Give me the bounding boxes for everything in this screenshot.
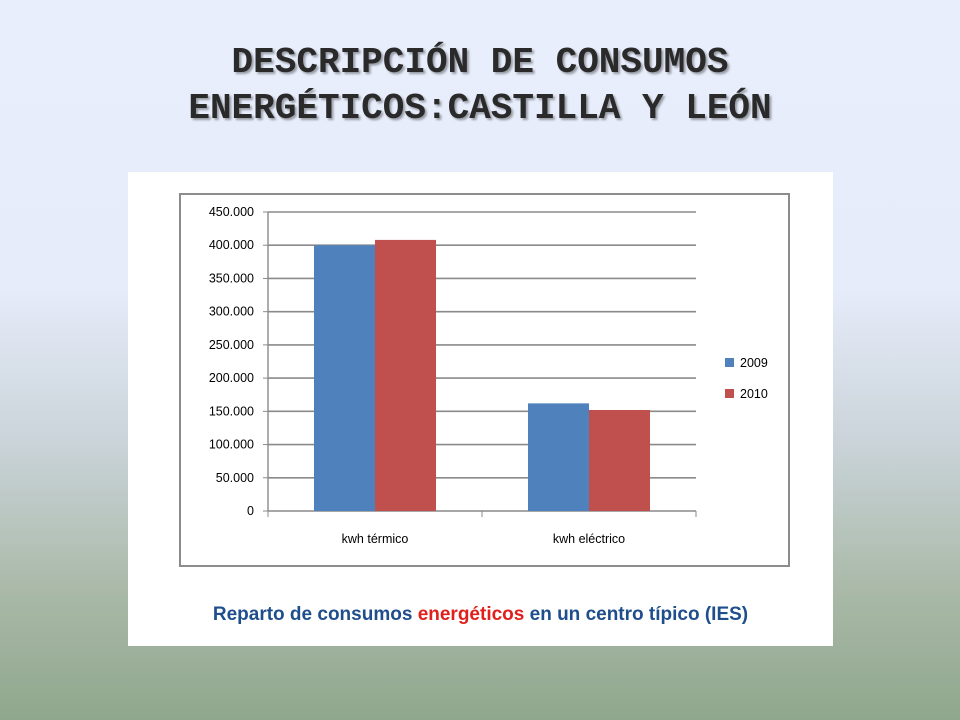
y-tick-label: 0 (247, 504, 254, 518)
y-tick-label: 100.000 (209, 438, 254, 452)
slide-title: DESCRIPCIÓN DE CONSUMOS ENERGÉTICOS:CAST… (0, 40, 960, 132)
x-tick-label: kwh térmico (342, 532, 409, 546)
legend-swatch-2010 (725, 389, 734, 398)
chart-panel: 0 50.000 100.000 150.000 200.000 250.000 300.0… (128, 172, 833, 646)
y-tick-label: 200.000 (209, 371, 254, 385)
legend-label-2010: 2010 (740, 387, 768, 401)
bar-chart: 0 50.000 100.000 150.000 200.000 250.000 300.0… (179, 193, 790, 567)
chart-frame (179, 193, 790, 567)
y-tick-label: 150.000 (209, 404, 254, 418)
bar-2010-1 (375, 239, 436, 511)
x-tick-label: kwh eléctrico (553, 532, 625, 546)
bar-2010-2 (589, 410, 650, 511)
slide-title-line-2: ENERGÉTICOS:CASTILLA Y LEÓN (188, 88, 772, 129)
caption-part-3: en un centro típico (IES) (524, 604, 749, 625)
bar-2009-1 (314, 245, 375, 511)
y-tick-label: 250.000 (209, 338, 254, 352)
caption-part-1: Reparto de consumos (212, 604, 418, 625)
slide-title-line-1: DESCRIPCIÓN DE CONSUMOS (231, 42, 729, 83)
legend-swatch-2009 (725, 358, 734, 367)
chart-caption: Reparto de consumos energéticos en un ce… (128, 604, 833, 626)
bar-2009-2 (528, 403, 589, 511)
caption-highlight: energéticos (417, 604, 525, 625)
y-tick-label: 300.000 (209, 305, 254, 319)
y-tick-label: 350.000 (209, 271, 254, 285)
legend-label-2009: 2009 (740, 356, 768, 370)
y-tick-label: 450.000 (209, 205, 254, 219)
y-tick-label: 50.000 (216, 471, 254, 485)
y-tick-label: 400.000 (209, 238, 254, 252)
